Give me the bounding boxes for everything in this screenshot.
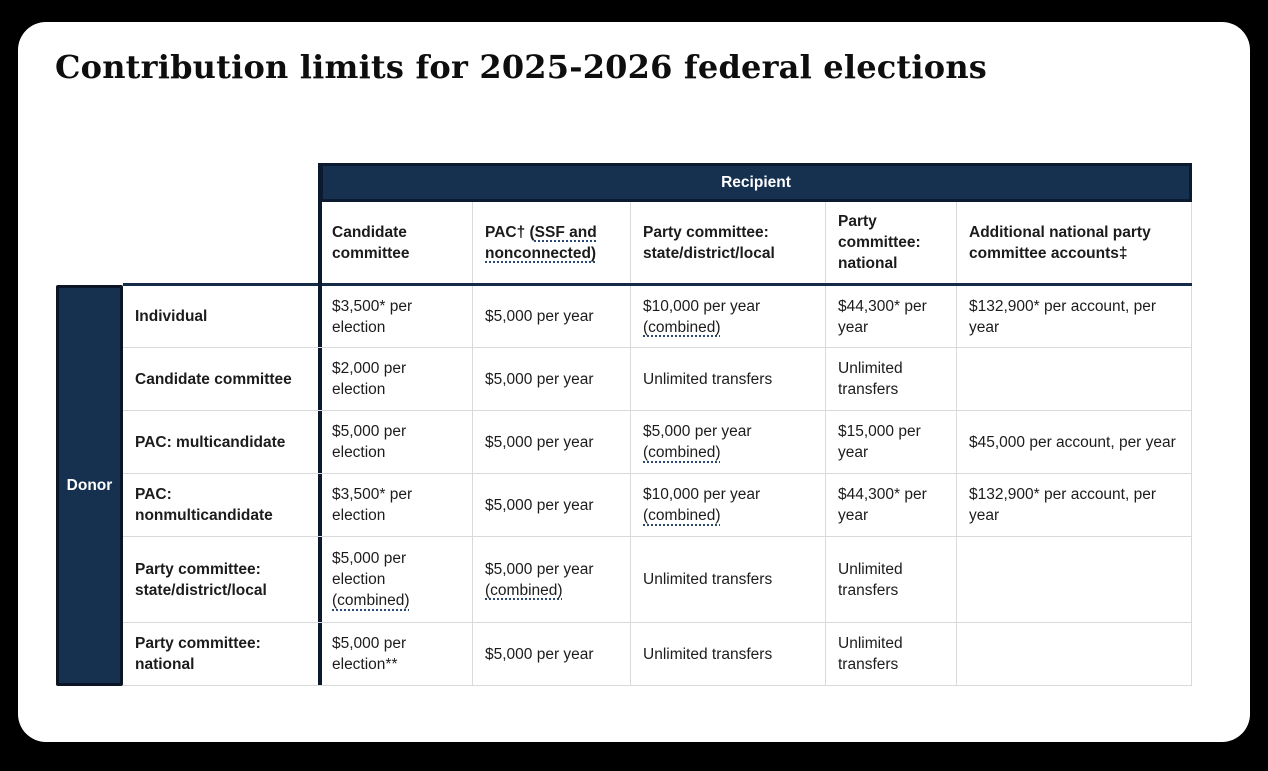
table-cell-empty: [957, 348, 1192, 411]
column-header-additional-accounts: Additional national party committee acco…: [957, 202, 1192, 283]
header-divider-rule: [123, 283, 1192, 286]
cell-text: $5,000 per year: [485, 308, 594, 325]
table-cell: $10,000 per year (combined): [631, 286, 826, 348]
recipient-banner-label: Recipient: [721, 173, 791, 191]
cell-text: $5,000 per year: [485, 496, 594, 514]
row-label-individual: Individual: [123, 286, 320, 348]
row-label-pac-nonmulticandidate: PAC: nonmulticandidate: [123, 474, 320, 537]
cell-text: Unlimited transfers: [643, 571, 773, 588]
cell-text: $132,900* per account, per year: [969, 297, 1156, 336]
row-label-pac-multicandidate: PAC: multicandidate: [123, 411, 320, 474]
column-header-party-national: Party committee: national: [826, 202, 957, 283]
combined-link[interactable]: (combined): [485, 581, 563, 599]
recipient-header-banner: Recipient: [320, 163, 1192, 202]
table-cell: $5,000 per election (combined): [320, 537, 473, 623]
table-cell: $3,500* per election: [320, 474, 473, 537]
table-cell: Unlimited transfers: [631, 348, 826, 411]
table-cell: $5,000 per year: [473, 623, 631, 686]
cell-text: $5,000 per year: [485, 370, 594, 388]
column-header-text: Party committee: state/district/local: [643, 223, 775, 262]
table-cell: $5,000 per year (combined): [631, 411, 826, 474]
ssf-nonconnected-link[interactable]: SSF and nonconnected): [485, 223, 597, 262]
cell-text: $5,000 per election: [332, 423, 407, 461]
table-cell-empty: [957, 537, 1192, 623]
row-label-candidate-committee: Candidate committee: [123, 348, 320, 411]
cell-text: $3,500* per election: [332, 486, 413, 524]
table-cell: Unlimited transfers: [631, 537, 826, 623]
column-header-text: Candidate committee: [332, 223, 410, 262]
combined-link[interactable]: (combined): [332, 592, 410, 609]
table-cell: $5,000 per year: [473, 286, 631, 348]
donor-label: Donor: [66, 476, 113, 494]
cell-text: $10,000 per year: [643, 486, 761, 503]
row-label-party-state-district-local: Party committee: state/district/local: [123, 537, 320, 623]
cell-text: $5,000 per election: [332, 550, 407, 588]
cell-text: Unlimited transfers: [643, 645, 773, 663]
table-cell: Unlimited transfers: [826, 348, 957, 411]
combined-link[interactable]: (combined): [643, 318, 721, 336]
table-cell: Unlimited transfers: [826, 537, 957, 623]
cell-text: $3,500* per election: [332, 297, 413, 336]
cell-text: $44,300* per year: [838, 297, 927, 336]
table-cell: $10,000 per year (combined): [631, 474, 826, 537]
cell-text: $5,000 per year: [485, 645, 594, 663]
table-cell: $132,900* per account, per year: [957, 474, 1192, 537]
cell-text: $5,000 per year: [485, 560, 594, 578]
table-cell: $5,000 per election: [320, 411, 473, 474]
column-header-pac: PAC† (SSF and nonconnected): [473, 202, 631, 283]
cell-text: Unlimited transfers: [838, 360, 903, 398]
column-header-row: Candidate committee PAC† (SSF and noncon…: [320, 202, 1192, 283]
table-cell: $3,500* per election: [320, 286, 473, 348]
table-cell: $5,000 per year (combined): [473, 537, 631, 623]
table-cell: Unlimited transfers: [826, 623, 957, 686]
cell-text: $5,000 per election**: [332, 635, 407, 673]
column-header-text: PAC† (: [485, 223, 535, 241]
table-cell: $45,000 per account, per year: [957, 411, 1192, 474]
cell-text: $45,000 per account, per year: [969, 433, 1176, 451]
cell-text: Unlimited transfers: [643, 370, 773, 388]
table-cell: $5,000 per year: [473, 411, 631, 474]
cell-text: Unlimited transfers: [838, 560, 903, 599]
cell-text: $10,000 per year: [643, 297, 761, 315]
cell-text: $5,000 per year: [485, 433, 594, 451]
table-cell: $44,300* per year: [826, 474, 957, 537]
cell-text: $5,000 per year: [643, 423, 752, 440]
table-cell: $5,000 per year: [473, 348, 631, 411]
column-header-candidate-committee: Candidate committee: [320, 202, 473, 283]
table-cell: $5,000 per election**: [320, 623, 473, 686]
cell-text: $44,300* per year: [838, 486, 927, 524]
cell-text: $15,000 per year: [838, 423, 921, 461]
contribution-limits-table: Individual $3,500* per election $5,000 p…: [123, 286, 1192, 686]
donor-axis-bar: Donor: [56, 285, 123, 686]
column-header-party-state-district-local: Party committee: state/district/local: [631, 202, 826, 283]
table-left-rule: [318, 163, 322, 686]
cell-text: $2,000 per election: [332, 360, 407, 398]
combined-link[interactable]: (combined): [643, 444, 721, 461]
page-title: Contribution limits for 2025-2026 federa…: [55, 48, 987, 86]
table-cell: $44,300* per year: [826, 286, 957, 348]
cell-text: $132,900* per account, per year: [969, 486, 1156, 524]
table-cell: $132,900* per account, per year: [957, 286, 1192, 348]
combined-link[interactable]: (combined): [643, 507, 721, 524]
table-cell-empty: [957, 623, 1192, 686]
column-header-text: Additional national party committee acco…: [969, 223, 1151, 262]
table-cell: $15,000 per year: [826, 411, 957, 474]
cell-text: Unlimited transfers: [838, 635, 903, 673]
table-cell: Unlimited transfers: [631, 623, 826, 686]
table-cell: $5,000 per year: [473, 474, 631, 537]
row-label-party-national: Party committee: national: [123, 623, 320, 686]
table-cell: $2,000 per election: [320, 348, 473, 411]
column-header-text: Party committee: national: [838, 213, 921, 272]
